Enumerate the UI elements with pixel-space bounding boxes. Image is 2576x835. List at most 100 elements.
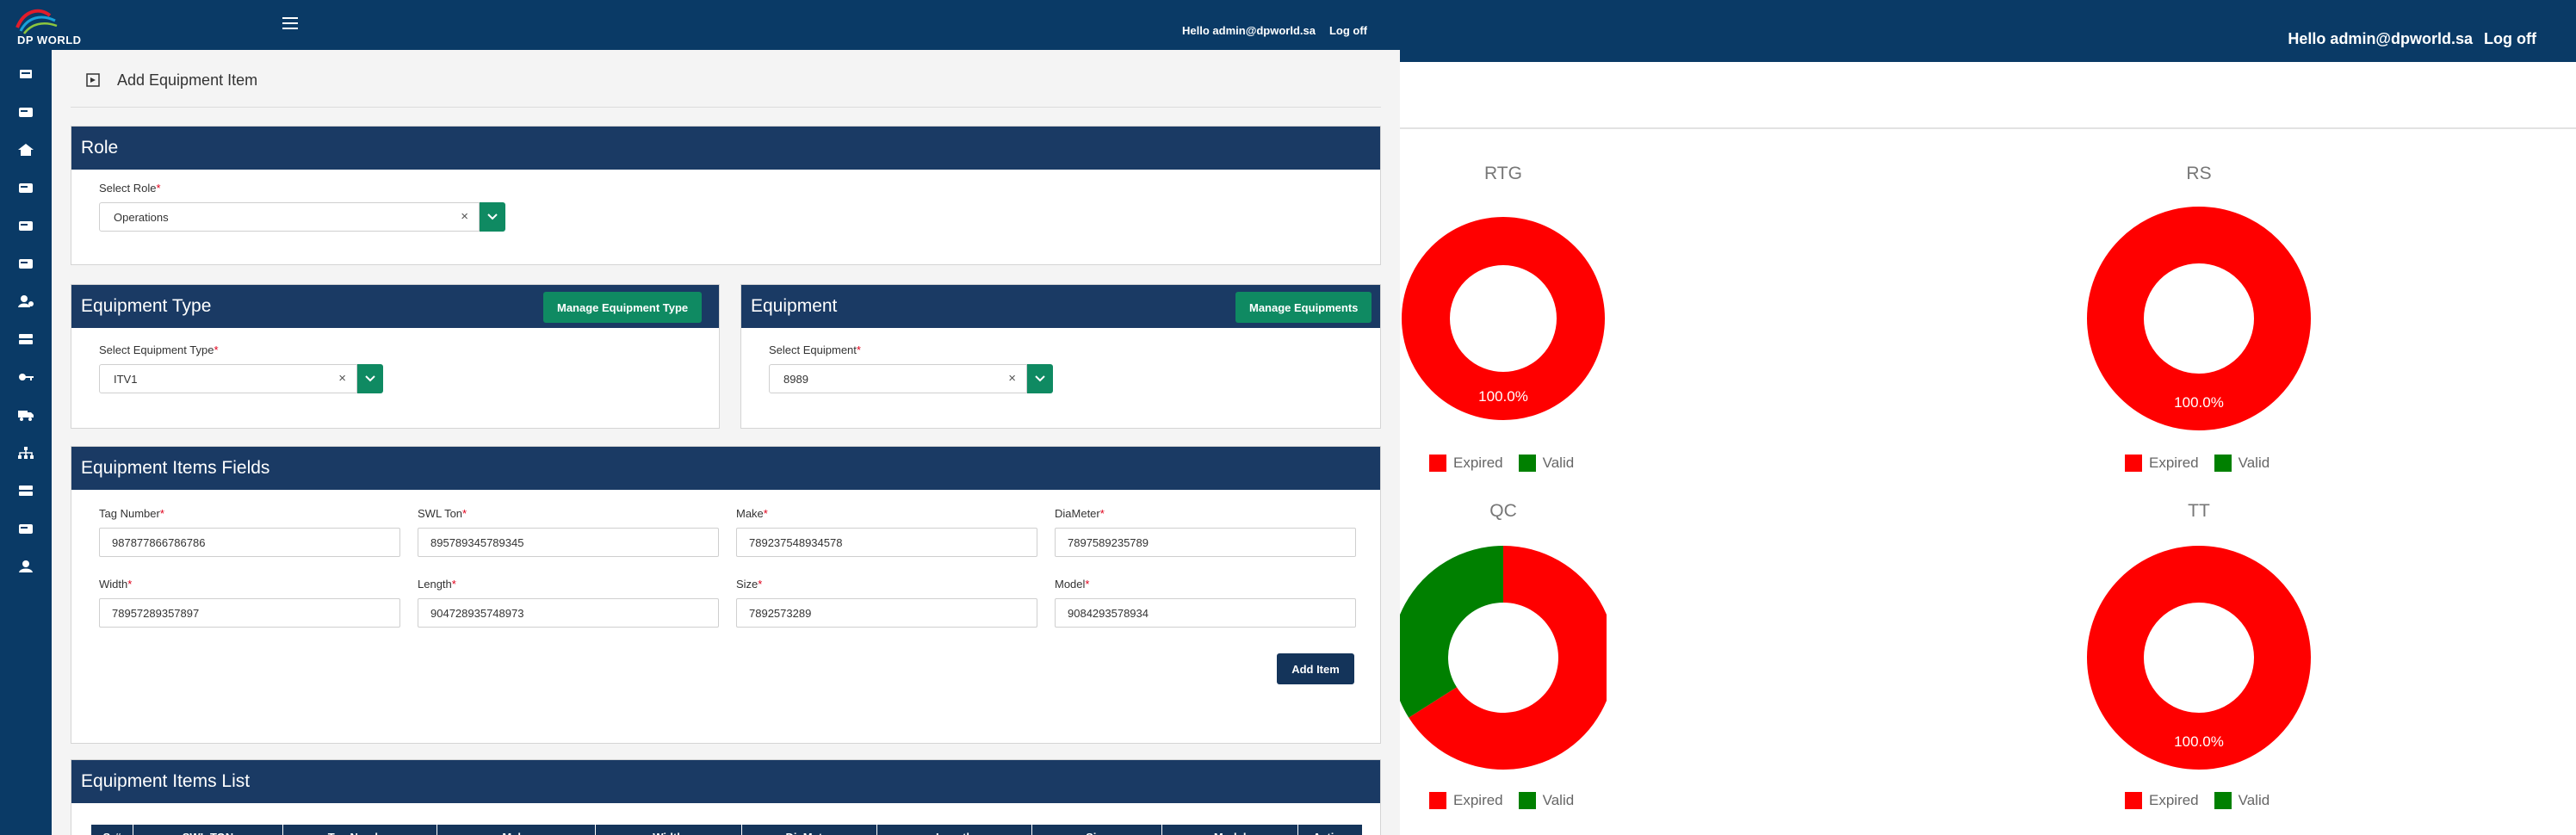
add-square-icon <box>86 73 100 87</box>
equipment-fields-panel: Equipment Items Fields Tag Number* SWL T… <box>71 446 1381 744</box>
donut-slice-expired[interactable] <box>2087 546 2311 770</box>
role-select-value: Operations <box>114 211 169 224</box>
legend-swatch <box>1518 792 1536 809</box>
card-icon[interactable] <box>17 522 34 535</box>
chevron-down-icon <box>1035 375 1045 382</box>
equipment-type-dropdown-toggle[interactable] <box>357 364 383 393</box>
add-item-button[interactable]: Add Item <box>1277 653 1354 684</box>
donut-percent-label: 100.0% <box>1478 388 1528 405</box>
manage-equipments-button[interactable]: Manage Equipments <box>1235 292 1372 323</box>
page-title: Add Equipment Item <box>117 71 258 89</box>
key-icon[interactable] <box>17 370 34 384</box>
chart-title: TT <box>2188 501 2210 521</box>
user-gear-icon[interactable] <box>17 294 34 308</box>
card-icon[interactable] <box>17 219 34 232</box>
truck-icon[interactable] <box>17 408 34 422</box>
donut-slice-expired[interactable] <box>2087 207 2311 430</box>
donut-slice-expired[interactable] <box>1402 217 1605 420</box>
sitemap-icon[interactable] <box>17 446 34 460</box>
list-panel-title: Equipment Items List <box>81 771 251 791</box>
card-icon[interactable] <box>17 257 34 270</box>
equipment-type-panel: Equipment Type Manage Equipment Type Sel… <box>71 284 720 429</box>
role-dropdown-toggle[interactable] <box>480 202 505 232</box>
logo-text: DP WORLD <box>17 34 82 46</box>
select-equipment-type-label: Select Equipment Type* <box>99 343 219 356</box>
role-panel-header: Role <box>71 127 1380 170</box>
legend-item-valid[interactable]: Valid <box>1518 455 1574 472</box>
chevron-down-icon <box>365 375 375 382</box>
card-icon[interactable] <box>17 105 34 119</box>
dp-world-logo[interactable]: DP WORLD <box>12 5 90 46</box>
legend-swatch <box>1429 455 1446 472</box>
width-input[interactable] <box>99 598 400 628</box>
user-greeting: Hello admin@dpworld.sa <box>1182 24 1316 37</box>
right-logoff-link[interactable]: Log off <box>2484 30 2536 47</box>
clear-role-icon[interactable]: × <box>461 209 468 224</box>
col-make: Make <box>437 824 596 835</box>
make-input[interactable] <box>736 528 1037 557</box>
legend-item-expired[interactable]: Expired <box>1429 455 1503 472</box>
logoff-link[interactable]: Log off <box>1328 24 1367 37</box>
donut-percent-label: 100.0% <box>2174 394 2224 411</box>
tag-number-input[interactable] <box>99 528 400 557</box>
legend-swatch <box>2125 792 2142 809</box>
diameter-input[interactable] <box>1055 528 1356 557</box>
equipment-type-select[interactable]: ITV1 × <box>99 364 357 393</box>
swl-ton-input[interactable] <box>418 528 719 557</box>
header-divider <box>71 107 1381 108</box>
right-header-divider <box>1400 127 2576 129</box>
right-header-bar: Hello admin@dpworld.sa Log off <box>1400 0 2576 62</box>
legend-swatch <box>2125 455 2142 472</box>
role-select[interactable]: Operations × <box>99 202 480 232</box>
length-label: Length* <box>418 578 456 591</box>
legend-swatch <box>2214 455 2232 472</box>
storage-icon[interactable] <box>17 332 34 346</box>
swl-ton-label: SWL Ton* <box>418 507 468 520</box>
equipment-dropdown-toggle[interactable] <box>1027 364 1053 393</box>
legend-item-expired[interactable]: Expired <box>2125 792 2199 809</box>
select-equipment-label: Select Equipment* <box>769 343 861 356</box>
legend-item-valid[interactable]: Valid <box>1518 792 1574 809</box>
manage-equipment-type-button[interactable]: Manage Equipment Type <box>543 292 703 323</box>
equipment-select[interactable]: 8989 × <box>769 364 1027 393</box>
card-icon[interactable] <box>17 181 34 195</box>
chart-title: RS <box>2186 164 2212 183</box>
donut-slice-valid[interactable] <box>1400 546 1503 718</box>
user-icon[interactable] <box>17 560 34 573</box>
clear-equipment-icon[interactable]: × <box>1008 371 1016 386</box>
length-input[interactable] <box>418 598 719 628</box>
list-panel-header: Equipment Items List <box>71 760 1380 803</box>
page-header: Add Equipment Item <box>86 65 257 95</box>
donut-chart-tt: 100.0% <box>2087 546 2311 770</box>
storage-icon[interactable] <box>17 484 34 498</box>
home-icon[interactable] <box>17 143 34 157</box>
equipment-panel: Equipment Manage Equipments Select Equip… <box>740 284 1381 429</box>
legend-item-expired[interactable]: Expired <box>1429 792 1503 809</box>
left-app-window: DP WORLD Hello admin@dpworld.sa Log off … <box>0 0 1400 835</box>
legend-item-valid[interactable]: Valid <box>2214 792 2269 809</box>
model-input[interactable] <box>1055 598 1356 628</box>
legend-item-valid[interactable]: Valid <box>2214 455 2269 472</box>
col-diameter: DiaMeter <box>740 824 878 835</box>
role-panel-title: Role <box>81 138 119 158</box>
dock-icon[interactable] <box>17 67 34 81</box>
equipment-items-table: Sr# SWL TON Tag Number Make Width DiaMet… <box>90 824 1363 835</box>
clear-equipment-type-icon[interactable]: × <box>338 371 346 386</box>
col-size: Size <box>1031 824 1163 835</box>
col-action: Action <box>1297 824 1363 835</box>
diameter-label: DiaMeter* <box>1055 507 1105 520</box>
right-user-greeting: Hello admin@dpworld.sa <box>2288 30 2473 47</box>
logo-swoosh-icon <box>15 9 58 34</box>
sidebar <box>0 50 52 835</box>
legend-item-expired[interactable]: Expired <box>2125 455 2199 472</box>
equipment-title: Equipment <box>751 296 838 316</box>
role-panel: Role Select Role* Operations × <box>71 126 1381 265</box>
chevron-down-icon <box>487 213 498 220</box>
donut-slice-expired[interactable] <box>1409 546 1607 770</box>
right-app-window: Hello admin@dpworld.sa Log off RTG 100.0… <box>1400 0 2576 835</box>
menu-toggle-icon[interactable] <box>282 17 298 29</box>
width-label: Width* <box>99 578 133 591</box>
tag-number-label: Tag Number* <box>99 507 164 520</box>
size-input[interactable] <box>736 598 1037 628</box>
chart-title: QC <box>1489 501 1517 521</box>
